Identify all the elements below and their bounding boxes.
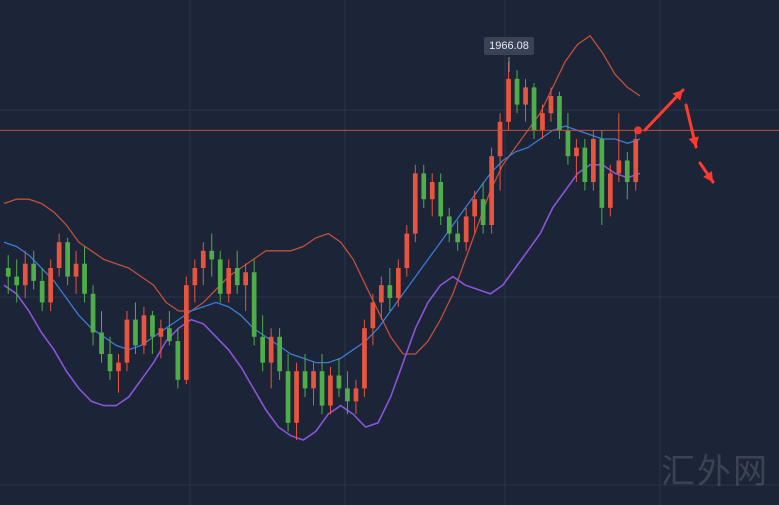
candle-body [48,268,53,303]
lower-band-line [3,164,641,441]
candle-body [336,375,342,389]
candle-body [124,319,130,363]
candle-body [599,139,605,208]
candle-body [302,371,308,389]
candle-body [175,341,181,380]
candle-body [387,285,393,299]
candle-body [514,78,520,105]
candle-body [319,371,325,406]
candle-body [472,199,477,217]
candle-body [192,268,198,286]
candle-body [243,272,248,286]
candle-body [116,362,121,372]
candle-body [446,216,452,234]
candle-body [150,315,155,337]
candle-body [277,336,282,372]
candle-body [574,147,579,157]
candle-body [65,242,70,277]
candle-body [489,156,494,225]
candle-body [82,263,87,294]
candle-body [396,268,401,299]
candle-body [31,263,36,281]
candle-body [429,182,435,200]
candle-body [5,268,11,277]
candle-body [438,182,444,217]
candle-body [540,113,545,131]
candle-body [39,280,45,303]
candle-body [362,328,367,389]
candle-body [480,199,486,225]
candle-body [565,130,571,157]
candle-body [294,371,299,423]
arrow-down-small-head [703,171,713,182]
arrow-down-head [688,136,699,147]
watermark-logo: 汇外网 [661,452,769,492]
candle-body [404,233,410,268]
arrow-up-head [672,90,683,101]
candle-body [141,315,147,346]
candle-body [370,302,376,329]
candle-body [56,242,62,268]
candle-body [608,173,613,208]
last-price-marker [634,126,642,135]
candle-body [506,78,511,122]
candle-body [531,87,537,131]
candle-body [345,388,350,402]
middle-band-line [3,125,641,364]
candle-body [624,160,630,182]
candle-body [557,96,562,131]
candle-body [328,375,333,406]
candle-body [548,96,554,114]
upper-band-line [3,34,641,355]
candle-body [421,173,427,200]
candle-body [616,160,622,174]
overlay [0,57,779,184]
candle-body [591,139,596,182]
candle-body [311,371,316,389]
candle-body [184,285,189,380]
candle-body [353,388,359,402]
candle-body [260,336,265,363]
candle-body [90,293,96,333]
candle-body [200,250,206,268]
candle-body [217,259,223,294]
candle-body [167,328,172,342]
candle-body [633,139,639,182]
candle-body [209,250,215,260]
candle-body [455,233,460,243]
candle-body [379,285,384,303]
candle-body [14,276,20,286]
candle-body [133,319,138,346]
candle-body [523,87,528,105]
candle-body [497,121,503,157]
candle-body [234,268,240,286]
candle-body [268,336,274,363]
candle-body [285,371,291,423]
candle-body [251,272,257,337]
candle-body [107,354,113,372]
candle-body [22,263,28,286]
candle-body [412,173,418,234]
candle-body [73,263,79,277]
candle-body [158,328,164,337]
candle-body [226,268,232,294]
candle-body [582,147,588,182]
price-label: 1966.08 [484,37,534,55]
candles [5,61,639,440]
candle-body [99,332,104,354]
candle-body [463,216,469,243]
